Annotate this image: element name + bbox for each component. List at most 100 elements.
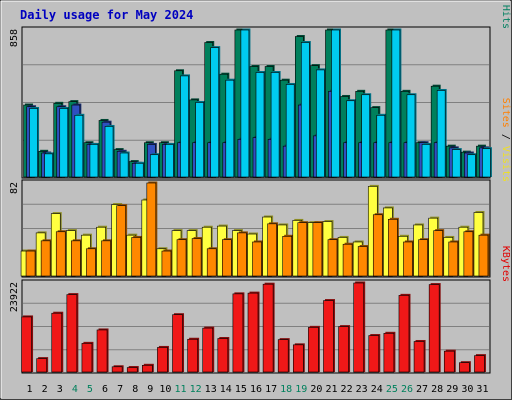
bar-kbytes-kbytes-29 — [443, 349, 456, 373]
bar-kbytes-kbytes-14 — [217, 337, 230, 373]
bar-kbytes-kbytes-21 — [323, 299, 335, 373]
bar-hits-files-pages-pages-20 — [316, 68, 326, 178]
bar-kbytes-kbytes-10 — [157, 345, 169, 373]
bar-visits-sites-sites-17 — [267, 222, 279, 277]
bar-hits-files-pages-pages-8 — [134, 161, 145, 178]
x-tick-label-29: 29 — [446, 384, 458, 395]
bar-visits-sites-sites-8-face — [131, 237, 142, 277]
chart-title: Daily usage for May 2024 — [20, 8, 193, 22]
legend-item-visits-sites-2: Visits — [500, 146, 511, 182]
bar-hits-files-pages-pages-3-face — [59, 108, 69, 178]
x-tick-label-19: 19 — [295, 384, 307, 395]
bar-hits-files-pages-pages-7 — [119, 151, 130, 178]
bar-visits-sites-sites-20-face — [312, 222, 323, 277]
bar-kbytes-kbytes-25-face — [383, 333, 395, 373]
bar-hits-files-pages-pages-23-face — [361, 94, 370, 178]
bar-hits-files-pages-pages-27 — [421, 142, 432, 178]
bar-hits-files-pages-pages-31 — [482, 147, 492, 178]
x-tick-label-22: 22 — [341, 384, 353, 395]
x-tick-label-13: 13 — [205, 384, 217, 395]
bar-visits-sites-sites-17-face — [267, 223, 277, 277]
x-tick-label-18: 18 — [280, 384, 292, 395]
bar-visits-sites-sites-10-face — [161, 250, 172, 277]
bar-visits-sites-sites-24-face — [372, 214, 383, 277]
bar-hits-files-pages-pages-11-face — [180, 75, 189, 178]
bar-visits-sites-sites-7 — [116, 204, 128, 277]
x-tick-label-24: 24 — [371, 384, 383, 395]
x-axis: 1 2 3 4 5 6 7 8 9 10 11 12 13 14 15 16 17 18 19 20 21 22 23 24 2… — [27, 384, 489, 395]
bar-visits-sites-sites-2-face — [40, 240, 51, 277]
bar-kbytes-kbytes-27 — [413, 339, 426, 373]
bar-kbytes-kbytes-16 — [247, 291, 260, 373]
bar-kbytes-kbytes-28 — [428, 283, 441, 373]
bar-hits-files-pages-pages-29-face — [451, 149, 461, 178]
bar-kbytes-kbytes-26 — [398, 293, 411, 373]
x-tick-label-8: 8 — [132, 384, 138, 395]
x-tick-label-14: 14 — [220, 384, 232, 395]
x-tick-label-20: 20 — [310, 384, 322, 395]
bar-kbytes-kbytes-25 — [383, 331, 396, 373]
x-tick-label-30: 30 — [461, 384, 473, 395]
bar-hits-files-pages-pages-25-face — [391, 29, 401, 178]
bar-visits-sites-sites-10 — [161, 249, 173, 277]
bar-hits-files-pages-pages-13 — [210, 46, 221, 178]
y-max-label-visits-sites: 82 — [9, 182, 20, 194]
bar-kbytes-kbytes-17 — [262, 282, 275, 373]
x-tick-label-5: 5 — [87, 384, 93, 395]
bar-hits-files-pages-pages-30 — [467, 153, 477, 178]
bar-visits-sites-sites-1-face — [25, 250, 36, 277]
x-tick-label-3: 3 — [57, 384, 63, 395]
bar-visits-sites-sites-13-face — [206, 248, 217, 277]
bar-visits-sites-sites-21-face — [327, 239, 338, 277]
x-tick-label-7: 7 — [117, 384, 123, 395]
legend-item-hits-files-pages-3: / — [500, 0, 511, 5]
x-tick-label-6: 6 — [102, 384, 108, 395]
x-tick-label-12: 12 — [190, 384, 202, 395]
bar-visits-sites-sites-28-face — [433, 230, 443, 277]
bar-kbytes-kbytes-16-face — [247, 292, 259, 373]
bar-visits-sites-sites-25 — [388, 217, 399, 277]
bar-kbytes-kbytes-9-face — [142, 365, 153, 373]
bar-kbytes-kbytes-7 — [111, 365, 124, 373]
bar-visits-sites-sites-24 — [372, 213, 384, 277]
bar-hits-files-pages-pages-17 — [270, 70, 281, 178]
bar-visits-sites-sites-26 — [403, 240, 414, 277]
bar-visits-sites-sites-20 — [312, 221, 324, 277]
bar-kbytes-kbytes-12-face — [187, 338, 198, 373]
bar-kbytes-kbytes-3-face — [51, 312, 63, 373]
y-max-label-hits-files-pages: 858 — [9, 29, 20, 47]
bar-visits-sites-sites-15-face — [237, 232, 247, 277]
bar-hits-files-pages-pages-23 — [361, 93, 372, 178]
bar-kbytes-kbytes-4-face — [66, 294, 78, 373]
bar-hits-files-pages-pages-1-face — [29, 108, 38, 178]
bar-hits-files-pages-pages-18 — [285, 82, 296, 178]
bar-kbytes-kbytes-2 — [36, 357, 49, 373]
bar-visits-sites-sites-2 — [40, 239, 52, 277]
panel-hits-files-pages: 858 Pages / Files / Hits — [9, 0, 511, 179]
bar-kbytes-kbytes-23-face — [353, 282, 364, 373]
bar-hits-files-pages-pages-24-face — [376, 115, 386, 178]
bar-hits-files-pages-pages-16-face — [255, 72, 265, 178]
bar-visits-sites-sites-27 — [418, 238, 430, 277]
x-tick-label-26: 26 — [401, 384, 413, 395]
bar-kbytes-kbytes-22 — [338, 325, 351, 373]
bar-kbytes-kbytes-29-face — [443, 350, 455, 373]
x-tick-label-10: 10 — [159, 384, 171, 395]
bar-visits-sites-sites-12-face — [191, 238, 202, 277]
bar-visits-sites-sites-11 — [176, 238, 188, 277]
bar-kbytes-kbytes-13-face — [202, 327, 214, 373]
bar-visits-sites-sites-11-face — [176, 239, 187, 277]
bar-hits-files-pages-pages-2 — [44, 152, 55, 178]
bar-visits-sites-sites-13 — [206, 247, 218, 277]
panel-visits-sites: 82 Sites / Visits — [9, 98, 511, 278]
x-tick-label-23: 23 — [356, 384, 368, 395]
bar-kbytes-kbytes-27-face — [413, 341, 425, 373]
bar-kbytes-kbytes-10-face — [157, 347, 168, 373]
x-tick-label-21: 21 — [325, 384, 337, 395]
bar-visits-sites-sites-9 — [146, 181, 158, 277]
x-tick-label-15: 15 — [235, 384, 247, 395]
bar-visits-sites-sites-29 — [448, 240, 460, 277]
x-tick-label-27: 27 — [416, 384, 428, 395]
bar-kbytes-kbytes-31-face — [474, 355, 485, 373]
